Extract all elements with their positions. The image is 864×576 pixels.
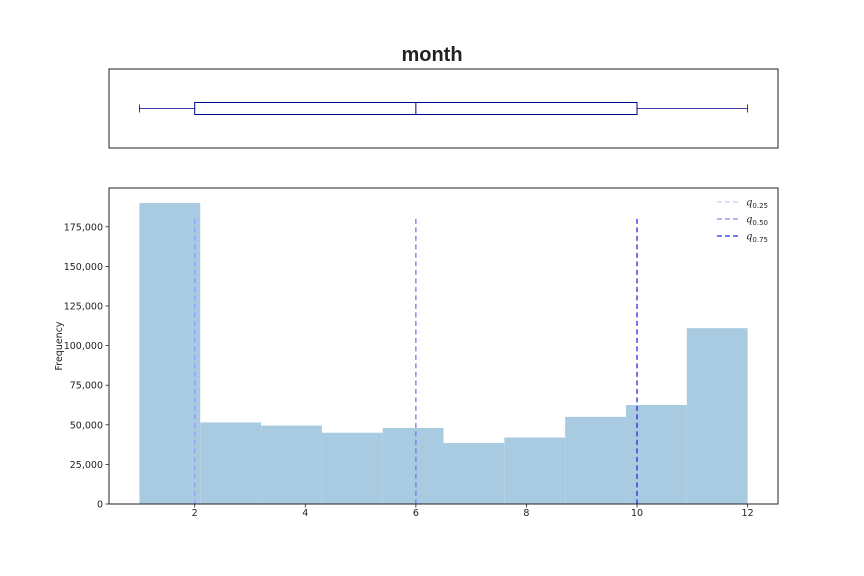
histogram-bar-3 [261,425,322,504]
histogram-bar-8 [565,416,626,504]
histogram-panel: 2 4 6 8 10 12 0 25,000 50,000 75,000 100,000 125,00… [64,187,779,519]
x-tick-label: 10 [631,508,643,519]
y-tick-label: 50,000 [70,420,103,431]
y-axis-label: Frequency [54,321,65,370]
histogram-bar-5 [382,427,444,504]
y-tick-label: 125,000 [64,302,103,313]
x-tick-label: 4 [302,508,308,519]
histogram-bar-9 [625,405,687,504]
histogram-bar-2 [200,422,262,504]
y-tick-label: 100,000 [64,341,103,352]
boxplot-panel [108,68,779,149]
x-tick-label: 6 [413,508,419,519]
legend-label: q0.50 [746,215,768,228]
legend-subscript: 0.75 [752,236,768,244]
y-tick-label: 150,000 [64,262,103,273]
histogram-bar-10 [686,328,748,504]
x-tick-label: 8 [523,508,529,519]
histogram-bar-7 [504,437,566,504]
y-tick-label: 0 [97,500,103,511]
y-tick-label: 25,000 [70,460,103,471]
x-tick-label: 2 [192,508,198,519]
y-tick-label: 175,000 [64,222,103,233]
x-tick-label: 12 [742,508,754,519]
chart-title: month [401,44,462,66]
histogram-bar-6 [443,443,505,504]
histogram-bar-4 [321,432,383,504]
y-tick-label: 75,000 [70,381,103,392]
boxplot-frame [108,68,779,149]
legend: q0.25 q0.50 q0.75 [717,198,768,245]
legend-label: q0.75 [746,232,768,245]
legend-label: q0.25 [746,198,768,211]
legend-subscript: 0.50 [752,219,768,227]
legend-subscript: 0.25 [752,202,768,210]
histogram-bar-1 [139,203,201,505]
